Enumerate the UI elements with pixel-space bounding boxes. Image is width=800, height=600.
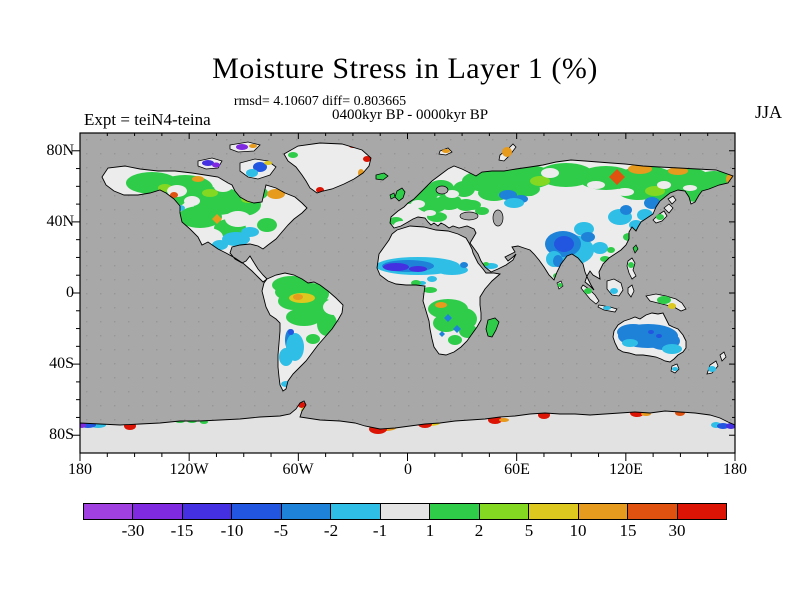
- colorbar-label: -1: [372, 521, 388, 540]
- map-canvas: [80, 133, 735, 453]
- colorbar-cell: [182, 504, 233, 519]
- colorbar-cell: [232, 504, 282, 519]
- continent-australia: [613, 313, 686, 362]
- colorbar-cell: [677, 504, 727, 519]
- colorbar-label: -10: [220, 521, 244, 540]
- colorbar-label: -5: [273, 521, 289, 540]
- colorbar-label: 5: [524, 521, 534, 540]
- continent-africa: [377, 226, 500, 355]
- colorbar-cell: [84, 504, 134, 519]
- page-title: Moisture Stress in Layer 1 (%): [212, 52, 598, 85]
- colorbar-label: 15: [619, 521, 637, 540]
- colorbar-label: 30: [668, 521, 686, 540]
- y-tick-label-40n: 40N: [46, 213, 74, 230]
- colorbar-cell: [628, 504, 678, 519]
- madagascar: [485, 317, 500, 338]
- colorbar-label: 2: [474, 521, 484, 540]
- x-tick-label-60e: 60E: [504, 461, 530, 478]
- colorbar-label: -15: [170, 521, 194, 540]
- x-tick-label-180w: 180: [68, 461, 92, 478]
- colorbar-label: -30: [121, 521, 145, 540]
- colorbar: [83, 503, 727, 520]
- colorbar-cell: [430, 504, 480, 519]
- x-tick-label-180e: 180: [723, 461, 747, 478]
- colorbar-cell: [133, 504, 183, 519]
- y-tick-label-80s: 80S: [49, 426, 74, 443]
- colorbar-cell: [380, 504, 431, 519]
- colorbar-label: -2: [323, 521, 339, 540]
- x-tick-label-60w: 60W: [282, 461, 314, 478]
- colorbar-cell: [529, 504, 579, 519]
- islands: [375, 143, 727, 375]
- axis-ticks: [72, 133, 736, 461]
- period-line: 0400kyr BP - 0000kyr BP: [331, 107, 489, 123]
- stats-line: rmsd= 4.10607 diff= 0.803665: [233, 94, 407, 109]
- colorbar-cell: [331, 504, 381, 519]
- y-tick-label-40s: 40S: [49, 355, 74, 372]
- colorbar-cell: [479, 504, 530, 519]
- arctic-islands: [197, 141, 277, 180]
- continent-south-america: [262, 273, 343, 391]
- x-tick-label-120w: 120W: [169, 461, 209, 478]
- y-tick-label-80n: 80N: [46, 142, 74, 159]
- y-tick-label-0: 0: [66, 284, 74, 301]
- experiment-label: Expt = teiN4-teina: [84, 110, 211, 129]
- x-tick-label-120e: 120E: [609, 461, 643, 478]
- x-tick-label-0: 0: [404, 461, 412, 478]
- season-label: JJA: [755, 102, 783, 122]
- colorbar-label: 10: [569, 521, 587, 540]
- colorbar-cell: [578, 504, 629, 519]
- colorbar-label: 1: [425, 521, 435, 540]
- colorbar-cell: [281, 504, 332, 519]
